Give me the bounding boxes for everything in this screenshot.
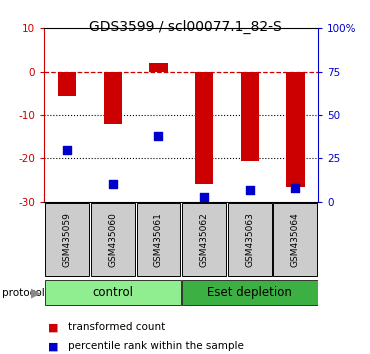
Bar	[45, 280, 181, 305]
Text: GDS3599 / scl00077.1_82-S: GDS3599 / scl00077.1_82-S	[89, 19, 281, 34]
Text: transformed count: transformed count	[68, 322, 166, 332]
Point	[292, 185, 298, 191]
Bar	[273, 203, 317, 276]
Text: GSM435059: GSM435059	[63, 212, 72, 267]
Text: protocol: protocol	[2, 287, 45, 298]
Text: GSM435062: GSM435062	[200, 212, 209, 267]
Point	[155, 133, 161, 139]
Bar	[182, 280, 318, 305]
Bar	[149, 63, 168, 72]
Bar	[137, 203, 181, 276]
Point	[110, 182, 116, 187]
Text: ■: ■	[48, 322, 58, 332]
Bar	[104, 72, 122, 124]
Bar	[182, 203, 226, 276]
Text: GSM435064: GSM435064	[291, 212, 300, 267]
Bar	[286, 72, 305, 187]
Bar	[195, 72, 213, 184]
Point	[201, 194, 207, 199]
Bar	[45, 203, 89, 276]
Text: control: control	[92, 286, 133, 299]
Text: Eset depletion: Eset depletion	[207, 286, 292, 299]
Bar	[240, 72, 259, 161]
Bar	[228, 203, 272, 276]
Text: GSM435061: GSM435061	[154, 212, 163, 267]
Text: GSM435063: GSM435063	[245, 212, 254, 267]
Text: percentile rank within the sample: percentile rank within the sample	[68, 341, 244, 351]
Point	[247, 187, 253, 193]
Bar	[91, 203, 135, 276]
Bar	[58, 72, 76, 96]
Point	[64, 147, 70, 153]
Text: GSM435060: GSM435060	[108, 212, 117, 267]
Text: ▶: ▶	[31, 286, 41, 299]
Text: ■: ■	[48, 341, 58, 351]
